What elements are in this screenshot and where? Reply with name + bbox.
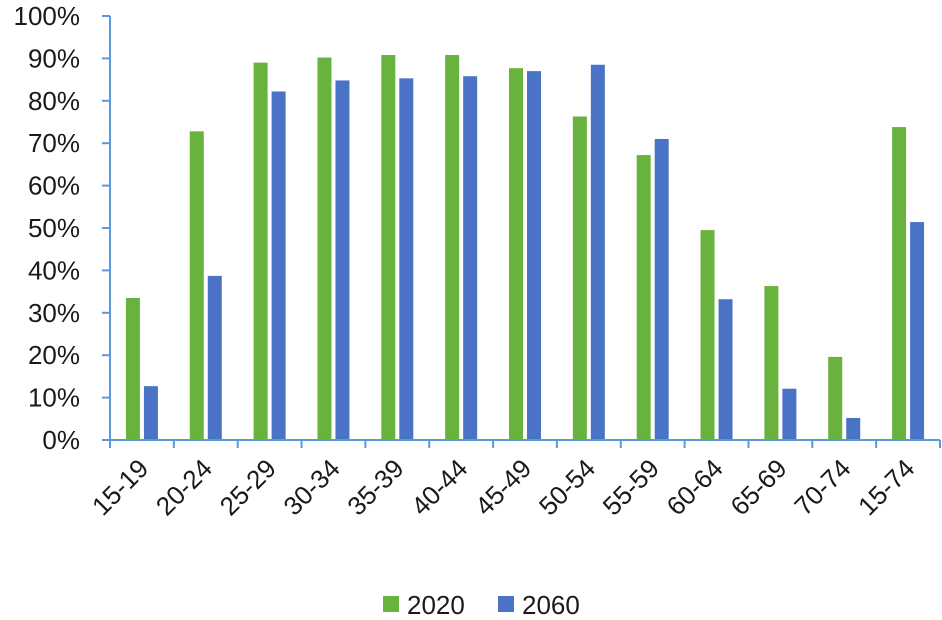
bar-2060-25-29	[271, 91, 286, 441]
legend-label-2020: 2020	[407, 590, 465, 620]
y-tick-label: 90%	[28, 43, 80, 73]
x-axis	[109, 439, 941, 448]
bar-2020-35-39	[381, 55, 396, 441]
x-tick-label: 40-44	[405, 453, 473, 521]
x-tick-label: 60-64	[661, 453, 729, 521]
x-tick-label: 45-49	[469, 453, 537, 521]
x-tick-label: 70-74	[788, 453, 856, 521]
x-tick-label: 15-19	[86, 453, 154, 521]
bar-2060-65-69	[782, 388, 797, 440]
x-tick-labels: 15-1920-2425-2930-3435-3940-4445-4950-54…	[86, 453, 920, 521]
x-tick-label: 35-39	[341, 453, 409, 521]
x-tick-label: 25-29	[214, 453, 282, 521]
bar-2060-55-59	[654, 138, 669, 440]
y-tick-label: 40%	[28, 255, 80, 285]
x-tick-label: 50-54	[533, 453, 601, 521]
y-tick-label: 100%	[14, 1, 81, 31]
bar-2060-15-19	[143, 386, 158, 440]
x-tick-label: 15-74	[852, 453, 920, 521]
bar-2060-30-34	[335, 80, 350, 440]
y-tick-label: 30%	[28, 298, 80, 328]
bar-2020-15-19	[125, 297, 140, 440]
bar-2060-40-44	[463, 76, 478, 440]
y-tick-label: 70%	[28, 128, 80, 158]
x-tick-label: 30-34	[277, 453, 345, 521]
bar-2020-30-34	[317, 57, 332, 440]
x-tick-label: 20-24	[150, 453, 218, 521]
legend-label-2060: 2060	[522, 590, 580, 620]
bar-2060-35-39	[399, 78, 414, 440]
bar-2060-50-54	[590, 64, 605, 440]
bar-2060-20-24	[207, 275, 222, 440]
y-tick-label: 50%	[28, 213, 80, 243]
legend: 2020 2060	[383, 590, 580, 620]
y-tick-label: 20%	[28, 340, 80, 370]
bar-2020-70-74	[828, 356, 843, 440]
legend-swatch-2020	[383, 596, 399, 612]
y-tick-label: 60%	[28, 171, 80, 201]
bar-2060-70-74	[846, 417, 861, 440]
bar-2020-50-54	[572, 116, 587, 440]
bar-2020-65-69	[764, 286, 779, 440]
bar-2020-20-24	[189, 131, 204, 440]
bar-2020-60-64	[700, 230, 715, 440]
bar-2020-55-59	[636, 155, 651, 440]
bar-2020-45-49	[509, 68, 523, 440]
legend-swatch-2060	[498, 596, 514, 612]
bar-2020-25-29	[253, 62, 268, 440]
bar-2020-15-74	[892, 127, 907, 440]
y-tick-label: 0%	[42, 425, 80, 455]
y-tick-label: 10%	[28, 383, 80, 413]
y-tick-label: 80%	[28, 86, 80, 116]
bar-2020-40-44	[445, 55, 460, 441]
bar-2060-60-64	[718, 299, 733, 440]
x-tick-label: 65-69	[724, 453, 792, 521]
y-axis: 0% 10% 20% 30% 40% 50% 60% 70% 80% 90% 100%	[14, 1, 111, 455]
bar-2060-45-49	[527, 71, 541, 441]
bar-2060-15-74	[910, 222, 925, 440]
bars-group	[125, 55, 925, 441]
x-tick-label: 55-59	[597, 453, 665, 521]
